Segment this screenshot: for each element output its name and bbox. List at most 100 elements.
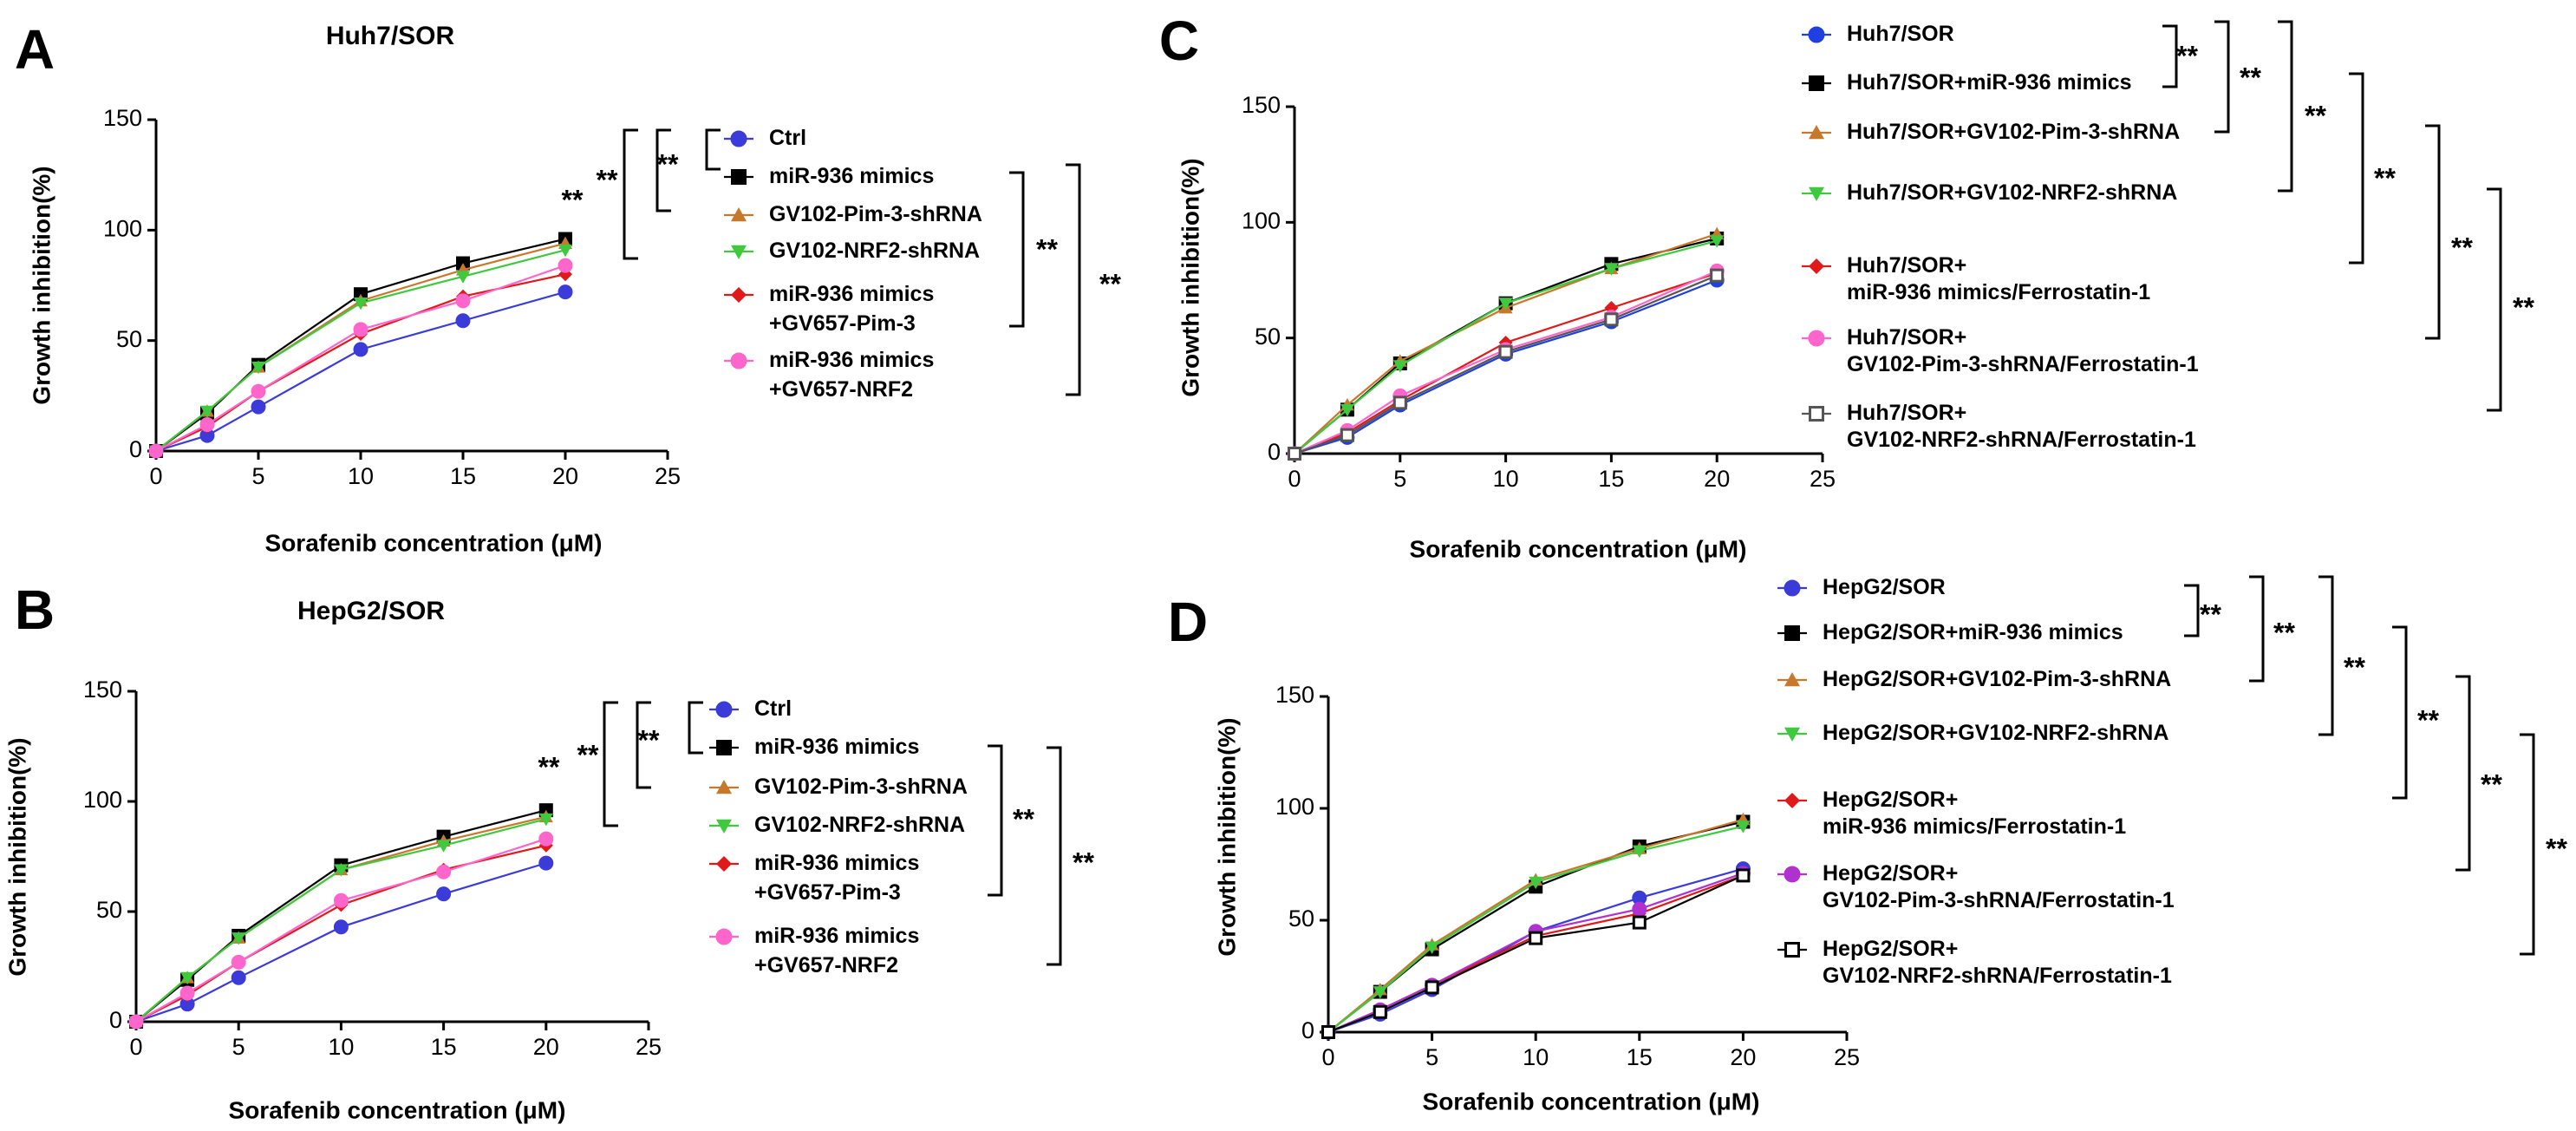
significance-bracket: ** [562, 128, 638, 260]
legend-label-line: miR-936 mimics [769, 282, 934, 306]
data-point [251, 383, 266, 399]
legend-label-line: HepG2/SOR+GV102-NRF2-shRNA [1823, 721, 2168, 745]
legend-marker [731, 245, 747, 259]
y-tick-label: 150 [1275, 682, 1314, 708]
legend-item: miR-936 mimics [709, 735, 919, 759]
bracket-line [1066, 163, 1081, 396]
data-point [231, 954, 246, 970]
legend-label-line: HepG2/SOR+miR-936 mimics [1823, 620, 2123, 644]
data-point [1373, 986, 1387, 999]
significance-label: ** [1099, 268, 1121, 299]
legend-item: miR-936 mimics +GV657-NRF2 [724, 348, 934, 402]
significance-bracket: ** [2392, 625, 2439, 800]
legend-label-line: GV102-NRF2-shRNA [769, 239, 980, 263]
significance-bracket: ** [657, 128, 721, 180]
legend-label: Huh7/SOR+GV102-Pim-3-shRNA [1847, 120, 2180, 144]
data-point [1425, 980, 1439, 995]
legend-label-line: Huh7/SOR+ [1847, 325, 1966, 350]
legend-label-line: HepG2/SOR+ [1823, 788, 1958, 812]
legend-label-line: GV102-NRF2-shRNA [754, 813, 965, 837]
series-line [1294, 271, 1718, 455]
y-tick-label: 150 [103, 105, 142, 131]
significance-label: ** [538, 751, 560, 782]
series-1 [128, 855, 554, 1030]
legend-label: miR-936 mimics +GV657-NRF2 [754, 924, 919, 977]
significance-bracket: ** [988, 744, 1034, 897]
legend-label-line: miR-936 mimics [754, 735, 919, 759]
significance-label: ** [597, 164, 618, 195]
data-point [1425, 941, 1439, 954]
legend-marker [1808, 26, 1825, 43]
bracket-line [2162, 24, 2178, 88]
legend-item: Ctrl [709, 696, 792, 721]
data-point [538, 813, 553, 827]
legend-label-line: Huh7/SOR+GV102-NRF2-shRNA [1847, 180, 2177, 205]
data-point [456, 271, 470, 284]
legend-marker [730, 130, 747, 147]
legend-label-line: HepG2/SOR [1823, 575, 1946, 599]
legend-marker [1809, 186, 1824, 201]
x-tick-label: 0 [1321, 1044, 1334, 1070]
data-point [1710, 235, 1725, 248]
legend-label: Huh7/SOR+ GV102-NRF2-shRNA/Ferrostatin-1 [1847, 401, 2196, 452]
legend-item: Ctrl [724, 126, 806, 150]
legend-label-line: Huh7/SOR+ [1847, 401, 1966, 425]
legend-marker [1809, 75, 1824, 91]
significance-bracket: ** [2162, 24, 2198, 88]
y-tick-label: 50 [96, 897, 122, 923]
x-tick-label: 10 [348, 463, 374, 489]
x-tick-label: 25 [655, 463, 681, 489]
data-point [353, 322, 368, 337]
legend-marker [715, 928, 733, 945]
legend-label-line: Huh7/SOR [1847, 22, 1954, 46]
legend-label-line: HepG2/SOR+ [1823, 937, 1958, 961]
significance-bracket: ** [2318, 575, 2365, 736]
significance-bracket: ** [2487, 187, 2534, 412]
data-point [1321, 1025, 1335, 1039]
series-line [155, 291, 566, 453]
significance-label: ** [2176, 40, 2198, 71]
significance-label: ** [2481, 768, 2502, 800]
legend-label-line: Ctrl [769, 126, 806, 150]
legend-item: Huh7/SOR+miR-936 mimics [1802, 70, 2132, 95]
series-line [135, 818, 547, 1023]
legend-item: Huh7/SOR [1802, 22, 1954, 46]
y-axis-label: Growth inhibition(%) [1213, 717, 1240, 956]
x-tick-label: 25 [1810, 466, 1836, 492]
data-point [538, 831, 554, 847]
legend-marker [1784, 727, 1800, 742]
legend-item: GV102-Pim-3-shRNA [724, 202, 982, 226]
x-tick-label: 0 [149, 463, 162, 489]
legend-item: miR-936 mimics +GV657-NRF2 [709, 924, 919, 977]
panel-d: D 0 5 10 15 20 25 0 50 100 150 Sorafenib concentrat… [1168, 575, 2568, 1115]
data-point [436, 886, 452, 902]
series-line [135, 809, 547, 1023]
data-point [200, 405, 214, 419]
significance-label: ** [2344, 651, 2365, 683]
legend-label: Huh7/SOR+ GV102-Pim-3-shRNA/Ferrostatin-1 [1847, 325, 2199, 376]
legend-marker [1808, 330, 1825, 347]
significance-bracket: ** [2425, 124, 2473, 340]
x-tick-label: 10 [328, 1034, 354, 1060]
legend-label-line: miR-936 mimics [754, 924, 919, 948]
legend-marker [1809, 406, 1824, 422]
data-point [1392, 360, 1407, 373]
data-point [538, 855, 554, 871]
data-point [1632, 901, 1647, 917]
bracket-line [2349, 72, 2364, 265]
legend-label-line: +GV657-NRF2 [769, 377, 913, 402]
x-axis-label: Sorafenib concentration (μM) [1423, 1088, 1760, 1115]
significance-bracket: ** [638, 701, 703, 755]
x-tick-label: 0 [1288, 466, 1301, 492]
series-line [1327, 874, 1744, 1034]
series-line [135, 862, 547, 1023]
legend-label: Huh7/SOR+GV102-NRF2-shRNA [1847, 180, 2177, 205]
significance-label: ** [2305, 100, 2326, 131]
legend-label: miR-936 mimics [769, 164, 934, 188]
legend: HepG2/SOR HepG2/SOR+miR-936 mimics HepG2/S… [1777, 575, 2175, 988]
y-axis-label: Growth inhibition(%) [28, 166, 55, 404]
legend-label: Ctrl [769, 126, 806, 150]
legend-item: GV102-Pim-3-shRNA [709, 775, 968, 799]
y-tick-label: 0 [109, 1007, 122, 1033]
legend-marker [716, 819, 732, 834]
